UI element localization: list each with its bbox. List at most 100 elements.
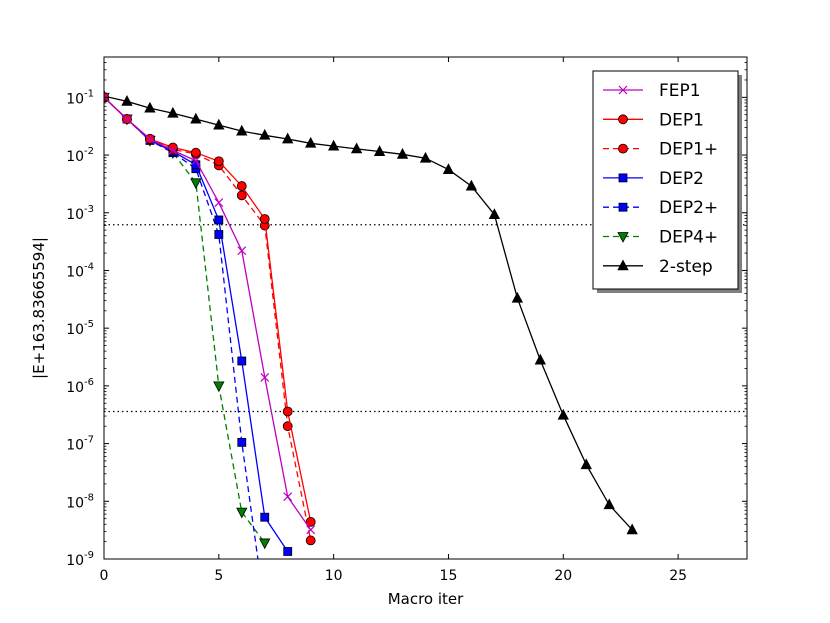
data-point-dep2-plus-5-shape — [214, 230, 224, 239]
data-point-fep1-8-shape — [283, 492, 293, 502]
data-point-fep1-5 — [214, 198, 224, 208]
data-point-2-step-8-shape — [282, 132, 294, 144]
y-tick-label-5: 10-5 — [66, 319, 94, 338]
data-point-2-step-13-shape — [396, 147, 409, 159]
data-point-2-step-19-shape — [534, 353, 546, 365]
data-point-2-step-10 — [327, 139, 340, 151]
series-2-step — [104, 89, 638, 535]
data-point-2-step-14-shape — [419, 151, 432, 163]
legend-label-dep1-plus: DEP1+ — [659, 140, 718, 160]
data-point-fep1-1 — [122, 114, 132, 124]
data-point-dep4-plus-5 — [213, 381, 225, 393]
y-tick-label-2: 10-2 — [66, 146, 94, 165]
data-point-2-step-4 — [190, 112, 202, 124]
legend-marker-2-step-shape — [617, 259, 629, 271]
data-point-dep1-plus-9-shape — [305, 535, 316, 546]
data-point-fep1-7 — [260, 373, 270, 382]
data-point-fep1-4-shape — [191, 156, 201, 166]
data-point-2-step-16-shape — [465, 179, 478, 191]
data-point-2-step-7 — [259, 128, 271, 140]
legend-label-dep4-plus: DEP4+ — [659, 228, 718, 248]
data-point-dep1-plus-6-shape — [236, 190, 247, 201]
data-point-dep1-9-shape — [305, 516, 316, 527]
data-point-fep1-8 — [283, 492, 293, 502]
data-point-dep4-plus-7 — [259, 538, 271, 550]
series-fep1 — [104, 92, 316, 535]
series-line-fep1 — [104, 96, 312, 531]
data-point-dep1-5-shape — [213, 156, 224, 167]
data-point-fep1-2 — [145, 134, 155, 144]
legend-marker-dep2-plus — [618, 202, 628, 212]
series-dep1 — [104, 92, 316, 527]
data-point-2-step-11 — [350, 142, 363, 154]
legend-marker-dep2-plus-shape — [618, 202, 628, 212]
data-point-2-step-4-shape — [190, 112, 202, 124]
data-point-dep4-plus-5-shape — [213, 381, 225, 393]
data-point-fep1-6-shape — [237, 246, 247, 256]
x-axis-label: Macro iter — [388, 590, 464, 608]
legend-label-2-step: 2-step — [659, 257, 713, 277]
data-point-dep1-5 — [213, 156, 224, 167]
data-point-2-step-11-shape — [350, 142, 363, 154]
data-point-2-step-22 — [603, 498, 615, 510]
data-point-dep4-plus-6-shape — [236, 507, 248, 519]
data-point-2-step-3-shape — [167, 106, 179, 118]
data-point-2-step-18 — [511, 291, 524, 303]
data-point-dep2-8 — [283, 547, 293, 556]
legend-label-dep1: DEP1 — [659, 110, 704, 130]
x-tick-label-5: 5 — [214, 568, 223, 584]
data-point-2-step-16 — [465, 179, 478, 191]
data-point-dep2-6 — [237, 356, 247, 366]
data-point-fep1-0 — [104, 92, 109, 102]
legend: FEP1 DEP1 DEP1+ DEP2 DEP2+ DEP4+ 2-step — [592, 70, 742, 293]
data-point-2-step-5-shape — [213, 118, 225, 130]
data-point-fep1-9-shape — [306, 525, 316, 535]
data-point-dep2-plus-6-shape — [237, 437, 247, 447]
legend-label-dep2-plus: DEP2+ — [659, 198, 718, 218]
data-point-2-step-20-shape — [557, 408, 569, 420]
y-tick-label-7: 10-7 — [66, 435, 94, 454]
data-point-dep1-plus-6 — [236, 190, 247, 201]
data-point-fep1-4 — [191, 156, 201, 166]
y-tick-label-8: 10-8 — [66, 492, 94, 511]
data-point-dep4-plus-7-shape — [259, 538, 271, 550]
data-point-2-step-1-shape — [121, 95, 133, 106]
legend-marker-dep1-plus — [618, 143, 628, 154]
series-dep4-plus — [104, 92, 271, 550]
data-point-dep2-6-shape — [237, 356, 247, 366]
data-point-2-step-12 — [373, 145, 386, 156]
y-tick-label-3: 10-3 — [66, 204, 94, 223]
legend-marker-dep1-shape — [618, 114, 628, 125]
data-point-2-step-17 — [488, 208, 501, 219]
data-point-dep2-5 — [214, 215, 224, 225]
data-point-dep1-7-shape — [259, 214, 270, 224]
legend-marker-2-step — [617, 259, 629, 271]
data-point-2-step-17-shape — [488, 208, 501, 219]
data-point-dep2-plus-5 — [214, 230, 224, 239]
data-point-2-step-21 — [580, 458, 592, 470]
data-point-dep1-9 — [305, 516, 316, 527]
data-point-fep1-3 — [168, 146, 178, 155]
data-point-2-step-1 — [121, 95, 133, 106]
data-point-2-step-21-shape — [580, 458, 592, 470]
legend-marker-fep1-shape — [618, 85, 628, 95]
data-point-dep1-8-shape — [282, 406, 293, 417]
x-tick-label-25: 25 — [669, 568, 687, 584]
data-point-dep1-8 — [282, 406, 293, 417]
series-line-dep2-plus — [104, 96, 259, 559]
series-dep2 — [104, 92, 293, 556]
legend-marker-dep2 — [618, 173, 628, 183]
data-point-2-step-5 — [213, 118, 225, 130]
data-point-fep1-0-shape — [104, 92, 109, 102]
data-point-2-step-15 — [442, 163, 455, 174]
data-point-2-step-3 — [167, 106, 179, 118]
data-point-2-step-6 — [236, 124, 248, 136]
data-point-2-step-14 — [419, 151, 432, 163]
data-point-dep2-8-shape — [283, 547, 293, 556]
data-point-dep1-6-shape — [236, 181, 247, 191]
legend-marker-dep4-plus — [617, 232, 629, 243]
legend-label-fep1: FEP1 — [659, 81, 701, 101]
series-line-dep4-plus — [104, 96, 266, 544]
data-point-2-step-15-shape — [442, 163, 455, 174]
